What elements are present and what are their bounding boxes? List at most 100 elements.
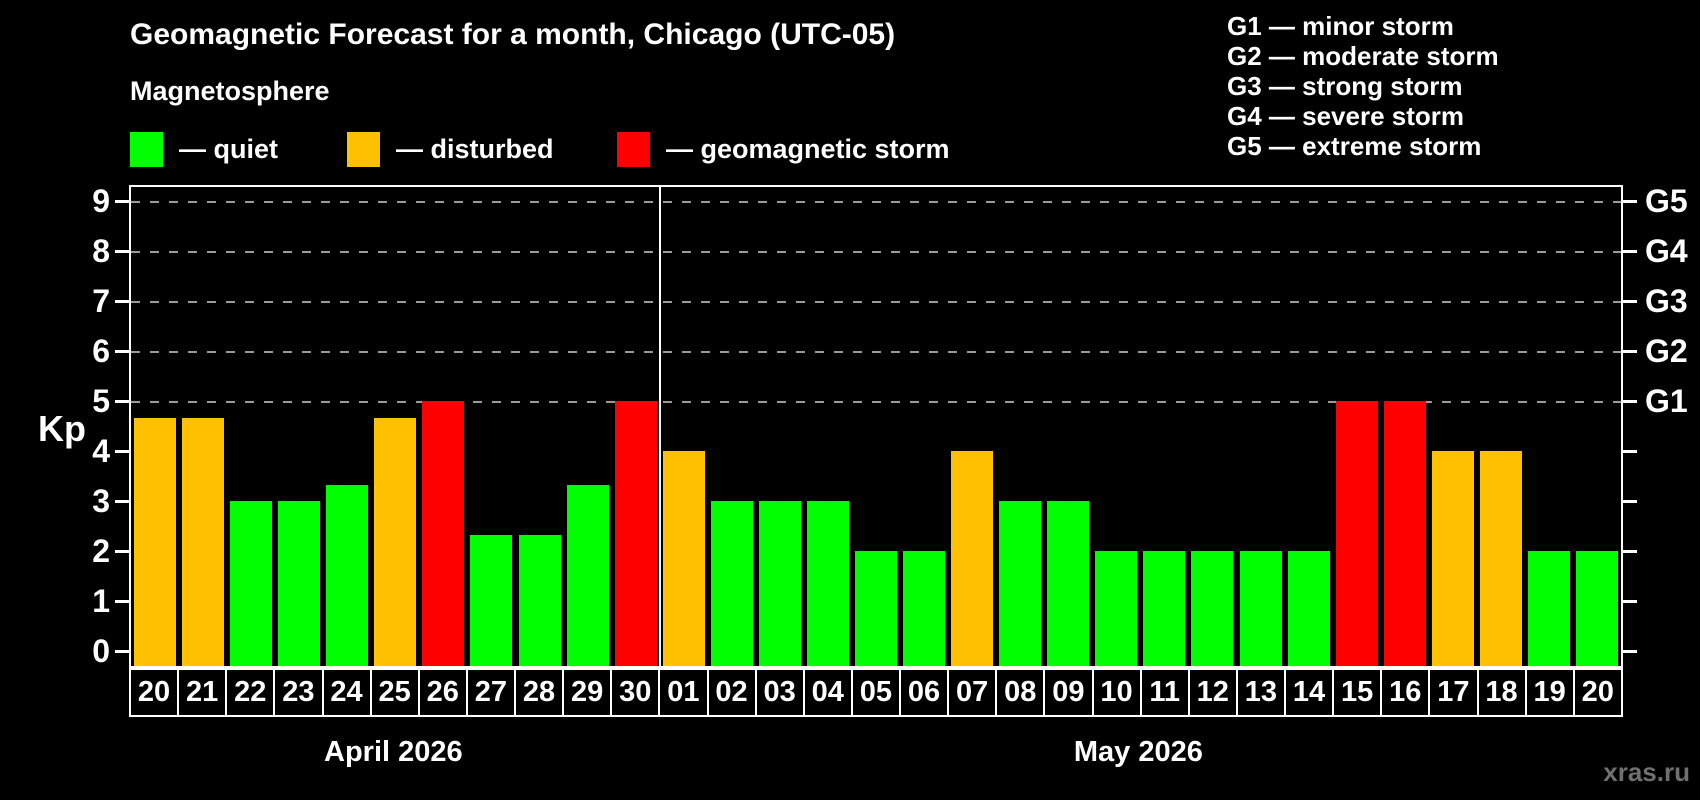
y-tick-label-5: 5 [92, 383, 110, 419]
month-label-april: April 2026 [324, 736, 463, 768]
g-legend-line-5: G5 — extreme storm [1227, 131, 1482, 161]
date-cell-10: 30 [612, 670, 661, 715]
kp-bar-20 [134, 417, 177, 666]
y-tick-label-6: 6 [92, 333, 110, 369]
g-legend-line-1: G1 — minor storm [1227, 11, 1454, 41]
kp-bar-23 [278, 501, 321, 666]
subtitle-magnetosphere: Magnetosphere [130, 76, 330, 106]
legend-label-storm: — geomagnetic storm [666, 133, 950, 164]
right-tick-4 [1623, 450, 1637, 453]
watermark: xras.ru [1603, 757, 1690, 787]
date-cell-21: 11 [1142, 670, 1190, 715]
y-tick-1 [115, 600, 129, 603]
gridline-kp8 [131, 251, 1621, 253]
right-tick-0 [1623, 650, 1637, 653]
gridline-kp5 [131, 401, 1621, 403]
date-cell-3: 23 [275, 670, 324, 715]
kp-bar-26 [422, 401, 465, 666]
kp-bar-11 [1143, 551, 1186, 666]
date-cell-4: 24 [324, 670, 372, 715]
date-cell-12: 02 [709, 670, 757, 715]
kp-bar-25 [374, 417, 417, 666]
y-tick-4 [115, 450, 129, 453]
date-cell-18: 08 [997, 670, 1046, 715]
kp-bar-04 [806, 501, 849, 666]
gridline-kp6 [131, 351, 1621, 353]
date-cell-17: 07 [949, 670, 998, 715]
y-tick-label-0: 0 [92, 633, 110, 669]
kp-bar-30 [614, 401, 657, 666]
y-tick-0 [115, 650, 129, 653]
date-cell-25: 15 [1334, 670, 1383, 715]
y-tick-label-2: 2 [92, 533, 110, 569]
y-tick-label-8: 8 [92, 233, 110, 269]
kp-bar-27 [470, 534, 513, 666]
g-level-label-G5: G5 [1645, 183, 1688, 219]
g-level-label-G2: G2 [1645, 333, 1688, 369]
kp-bar-19 [1527, 551, 1570, 666]
date-cell-16: 06 [901, 670, 950, 715]
y-tick-label-9: 9 [92, 183, 110, 219]
gridline-kp9 [131, 201, 1621, 203]
date-cell-20: 10 [1094, 670, 1142, 715]
date-cell-27: 17 [1430, 670, 1479, 715]
kp-bar-18 [1479, 451, 1522, 666]
date-cell-19: 09 [1045, 670, 1094, 715]
kp-bar-03 [758, 501, 801, 666]
kp-bar-15 [1335, 401, 1378, 666]
legend-swatch-disturbed [347, 131, 380, 167]
date-cell-7: 27 [468, 670, 516, 715]
g-level-label-G4: G4 [1645, 233, 1688, 269]
right-tick-8 [1623, 250, 1637, 253]
legend-item-disturbed: — disturbed [347, 129, 554, 169]
date-cell-8: 28 [516, 670, 565, 715]
kp-bar-24 [326, 484, 369, 666]
kp-bar-07 [951, 451, 994, 666]
date-cell-28: 18 [1479, 670, 1527, 715]
y-tick-6 [115, 350, 129, 353]
right-tick-1 [1623, 600, 1637, 603]
date-cell-13: 03 [757, 670, 805, 715]
date-cell-22: 12 [1190, 670, 1238, 715]
date-cell-15: 05 [853, 670, 901, 715]
date-cell-5: 25 [372, 670, 420, 715]
legend-label-quiet: — quiet [179, 133, 278, 164]
kp-bar-20 [1575, 551, 1618, 666]
g-legend-line-4: G4 — severe storm [1227, 101, 1465, 131]
legend-item-quiet: — quiet [130, 129, 278, 169]
date-axis: 20 21 22 23 24 25 26 27 28 29 30 01 02 03 04 05 06 07 08 09… [129, 668, 1623, 717]
y-tick-label-1: 1 [92, 583, 110, 619]
right-tick-5 [1623, 400, 1637, 403]
date-cell-30: 20 [1581, 676, 1614, 708]
right-tick-9 [1623, 200, 1637, 203]
kp-bar-08 [999, 501, 1042, 666]
legend-item-storm: — geomagnetic storm [617, 129, 950, 169]
date-cell-9: 29 [564, 670, 613, 715]
right-tick-2 [1623, 550, 1637, 553]
g-scale-legend: G1 — minor storm G2 — moderate storm G3 — … [1227, 11, 1499, 161]
right-tick-3 [1623, 500, 1637, 503]
kp-bar-16 [1383, 401, 1426, 666]
kp-bar-02 [710, 501, 753, 666]
date-cell-29: 19 [1527, 670, 1575, 715]
y-tick-label-4: 4 [92, 433, 110, 469]
y-tick-9 [115, 200, 129, 203]
kp-bar-29 [566, 484, 609, 666]
kp-bar-10 [1095, 551, 1138, 666]
legend-label-disturbed: — disturbed [396, 133, 554, 164]
month-separator [658, 187, 661, 666]
date-cell-26: 16 [1382, 670, 1431, 715]
date-cell-23: 13 [1238, 670, 1286, 715]
g-level-label-G3: G3 [1645, 283, 1688, 319]
y-tick-label-7: 7 [92, 283, 110, 319]
y-tick-8 [115, 250, 129, 253]
right-tick-7 [1623, 300, 1637, 303]
g-legend-line-2: G2 — moderate storm [1227, 41, 1499, 71]
y-tick-5 [115, 400, 129, 403]
kp-bar-01 [662, 451, 705, 666]
date-cell-6: 26 [420, 670, 468, 715]
y-tick-3 [115, 500, 129, 503]
kp-bar-28 [518, 534, 561, 666]
date-cell-0: 20 [131, 670, 180, 715]
page-title: Geomagnetic Forecast for a month, Chicag… [130, 18, 896, 51]
